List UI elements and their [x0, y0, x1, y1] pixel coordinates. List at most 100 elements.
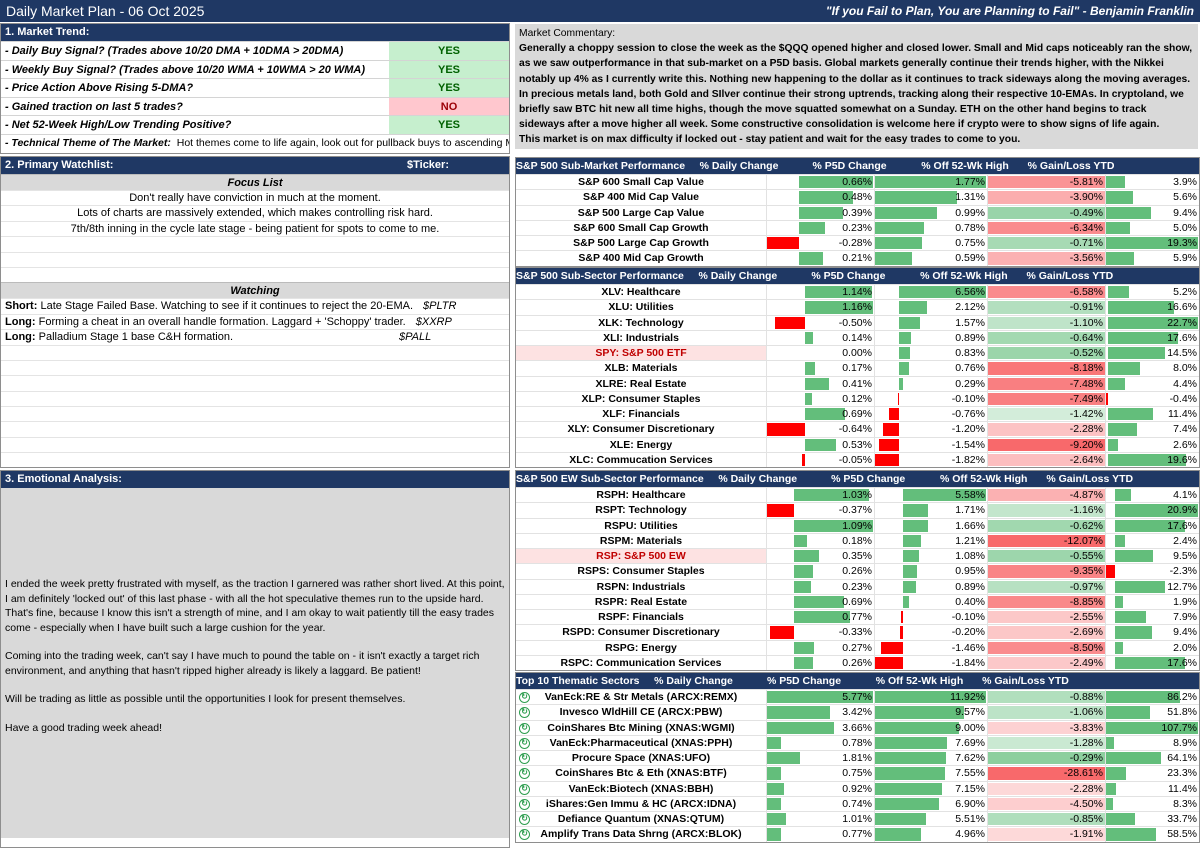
table-row: ↻ VanEck:Pharmaceutical (XNAS:PPH) 0.78% 7.…	[516, 734, 1199, 750]
value-cell: 16.6%	[1105, 300, 1199, 315]
data-bar	[883, 423, 899, 436]
technical-theme-label: - Technical Theme of The Market:	[5, 136, 171, 149]
value-cell: -4.50%	[987, 796, 1105, 811]
data-bar	[988, 423, 1105, 436]
data-bar	[805, 438, 837, 451]
row-name: XLE: Energy	[609, 438, 673, 451]
data-bar	[988, 377, 1105, 390]
value-cell: -28.61%	[987, 766, 1105, 781]
trend-row: - Net 52-Week High/Low Trending Positive…	[1, 115, 509, 134]
table-row: XLRE: Real Estate 0.41% 0.29% -7.48% 4.4%	[516, 375, 1199, 391]
data-bar	[794, 565, 813, 578]
cell-value: 0.69%	[842, 408, 872, 420]
cell-value: 5.77%	[842, 691, 872, 703]
value-cell: 12.7%	[1105, 579, 1199, 594]
cell-value: 11.4%	[1168, 408, 1197, 420]
data-bar	[875, 752, 946, 765]
data-bar	[899, 377, 903, 390]
data-bar	[1106, 813, 1135, 826]
value-cell: 11.4%	[1105, 407, 1199, 422]
data-bar	[1106, 767, 1126, 780]
cell-value: 0.76%	[955, 362, 985, 375]
row-name: ↻ Defiance Quantum (XNAS:QTUM)	[516, 812, 766, 826]
value-cell: -5.81%	[987, 175, 1105, 190]
value-cell: 0.48%	[766, 190, 874, 205]
data-bar	[899, 316, 920, 329]
row-name: XLF: Financials	[602, 408, 680, 420]
value-cell: 11.4%	[1105, 781, 1199, 796]
data-bar	[767, 752, 801, 765]
value-cell: 0.92%	[766, 781, 874, 796]
value-cell: 1.9%	[1105, 594, 1199, 609]
row-name: ↻ CoinShares Btc & Eth (XNAS:BTF)	[516, 766, 766, 780]
row-name: ↻ VanEck:Pharmaceutical (XNAS:PPH)	[516, 736, 766, 750]
cell-value: 0.21%	[842, 252, 872, 265]
table-row: XLP: Consumer Staples 0.12% -0.10% -7.49% -0…	[516, 390, 1199, 406]
table-row: XLK: Technology -0.50% 1.57% -1.10% 22.7%	[516, 314, 1199, 330]
cell-value: 0.17%	[842, 362, 872, 375]
value-cell: -0.20%	[874, 625, 987, 640]
table-row: XLV: Healthcare 1.14% 6.56% -6.58% 5.2%	[516, 284, 1199, 300]
value-cell: -7.48%	[987, 376, 1105, 391]
value-cell: 19.6%	[1105, 452, 1199, 467]
cell-value: -0.10%	[951, 392, 985, 405]
data-bar	[988, 736, 1105, 749]
value-cell: 0.74%	[766, 796, 874, 811]
column-header: % Daily Change	[699, 160, 779, 172]
value-cell: 0.77%	[766, 827, 874, 842]
table-header-row: S&P 500 Sub-Market Performance % Daily Ch…	[516, 158, 1199, 174]
value-cell: 1.31%	[874, 190, 987, 205]
data-bar	[903, 595, 909, 608]
cell-value: 1.66%	[955, 519, 985, 532]
data-bar	[1108, 408, 1154, 421]
table-row: ↻ iShares:Gen Immu & HC (ARCX:IDNA) 0.74% 6…	[516, 795, 1199, 811]
value-cell: 5.2%	[1105, 285, 1199, 300]
value-cell: -6.34%	[987, 220, 1105, 235]
table-row: RSPS: Consumer Staples 0.26% 0.95% -9.35% -2…	[516, 563, 1199, 579]
value-cell: 7.4%	[1105, 422, 1199, 437]
value-cell: 17.6%	[1105, 655, 1199, 670]
data-bar	[988, 641, 1105, 654]
commentary-body: Generally a choppy session to close the …	[519, 43, 1193, 131]
cell-value: -1.82%	[951, 453, 985, 466]
data-bar	[988, 828, 1105, 841]
row-name: ↻ Amplify Trans Data Shrng (ARCX:BLOK)	[516, 827, 766, 841]
table-row: XLY: Consumer Discretionary -0.64% -1.20% -…	[516, 421, 1199, 437]
data-bar	[988, 489, 1105, 502]
watching-header: Watching	[1, 282, 509, 299]
data-bar	[767, 767, 781, 780]
value-cell: 0.23%	[766, 579, 874, 594]
row-name: XLU: Utilities	[608, 301, 674, 314]
column-header: % Daily Change	[654, 675, 733, 687]
column-header: % Gain/Loss YTD	[982, 675, 1069, 687]
value-cell: 17.6%	[1105, 330, 1199, 345]
data-bar	[1106, 206, 1151, 219]
data-bar	[875, 656, 903, 669]
value-cell: 4.96%	[874, 827, 987, 842]
value-cell: 9.5%	[1105, 549, 1199, 564]
cell-value: -1.10%	[1069, 316, 1103, 329]
data-bar	[875, 237, 923, 250]
value-cell: 0.29%	[874, 376, 987, 391]
data-bar	[805, 362, 815, 375]
data-bar	[880, 641, 903, 654]
cell-value: 0.23%	[842, 580, 872, 593]
cell-value: 0.23%	[842, 221, 872, 234]
cell-value: -2.55%	[1069, 611, 1103, 623]
value-cell: 1.01%	[766, 812, 874, 827]
value-cell: -0.85%	[987, 812, 1105, 827]
data-bar	[1106, 721, 1198, 734]
cell-value: -2.49%	[1069, 656, 1103, 669]
value-cell: 20.9%	[1105, 503, 1199, 518]
data-bar	[767, 706, 830, 719]
value-cell: 9.57%	[874, 705, 987, 720]
cell-value: 5.0%	[1173, 221, 1197, 234]
page-title: Daily Market Plan - 06 Oct 2025	[6, 3, 205, 19]
cell-value: 64.1%	[1167, 752, 1197, 764]
value-cell: -3.83%	[987, 720, 1105, 735]
cell-value: -1.84%	[951, 656, 985, 669]
data-bar	[903, 519, 928, 532]
data-bar	[802, 453, 805, 466]
cell-value: 0.66%	[842, 176, 872, 188]
value-cell: 22.7%	[1105, 315, 1199, 330]
